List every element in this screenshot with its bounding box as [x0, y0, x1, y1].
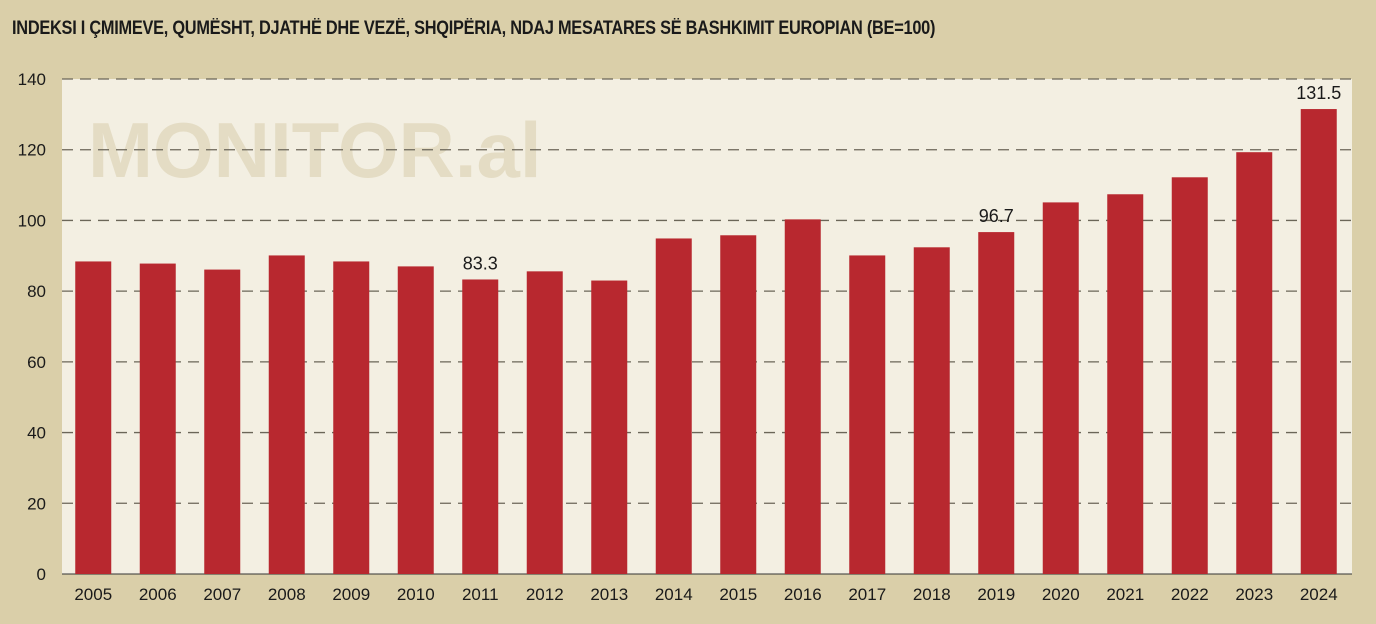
- bar-2017: [849, 255, 886, 575]
- x-tick-label: 2005: [74, 585, 112, 604]
- bar-2014: [655, 238, 692, 575]
- y-tick-label: 100: [18, 211, 46, 230]
- x-tick-label: 2019: [977, 585, 1015, 604]
- bar-2016: [784, 219, 821, 574]
- x-tick-label: 2014: [655, 585, 693, 604]
- bar-2005: [75, 261, 112, 574]
- x-tick-label: 2018: [913, 585, 951, 604]
- bar-2011: [462, 279, 499, 574]
- bar-2019: [978, 232, 1015, 574]
- bar-2013: [591, 280, 628, 574]
- x-tick-label: 2012: [526, 585, 564, 604]
- y-tick-label: 140: [18, 70, 46, 89]
- bar-2022: [1171, 177, 1208, 575]
- x-tick-label: 2021: [1106, 585, 1144, 604]
- data-label: 96.7: [979, 206, 1014, 226]
- y-tick-label: 80: [27, 282, 46, 301]
- bar-2021: [1107, 194, 1144, 574]
- bar-2023: [1236, 152, 1273, 575]
- x-tick-label: 2009: [332, 585, 370, 604]
- data-label: 83.3: [463, 253, 498, 273]
- bar-2015: [720, 235, 757, 574]
- x-tick-label: 2022: [1171, 585, 1209, 604]
- bar-2009: [333, 261, 370, 574]
- x-tick-label: 2008: [268, 585, 306, 604]
- y-tick-label: 40: [27, 424, 46, 443]
- x-tick-label: 2010: [397, 585, 435, 604]
- x-tick-label: 2023: [1235, 585, 1273, 604]
- data-label: 131.5: [1296, 83, 1341, 103]
- x-tick-label: 2024: [1300, 585, 1338, 604]
- chart-title: INDEKSI I ÇMIMEVE, QUMËSHT, DJATHË DHE V…: [12, 18, 936, 39]
- x-tick-label: 2013: [590, 585, 628, 604]
- y-tick-label: 120: [18, 141, 46, 160]
- x-tick-label: 2016: [784, 585, 822, 604]
- bar-2024: [1300, 109, 1337, 574]
- y-tick-label: 0: [37, 565, 46, 584]
- bar-2012: [526, 271, 563, 574]
- x-tick-label: 2011: [462, 585, 499, 604]
- x-tick-label: 2007: [203, 585, 241, 604]
- x-tick-label: 2006: [139, 585, 177, 604]
- x-tick-label: 2017: [848, 585, 886, 604]
- bar-2010: [397, 266, 434, 574]
- bar-2008: [268, 255, 305, 575]
- bar-2007: [204, 269, 241, 574]
- bar-2020: [1042, 202, 1079, 574]
- x-tick-label: 2015: [719, 585, 757, 604]
- bar-2018: [913, 247, 950, 575]
- y-tick-label: 60: [27, 353, 46, 372]
- bar-2006: [139, 263, 176, 574]
- y-tick-label: 20: [27, 494, 46, 513]
- x-tick-label: 2020: [1042, 585, 1080, 604]
